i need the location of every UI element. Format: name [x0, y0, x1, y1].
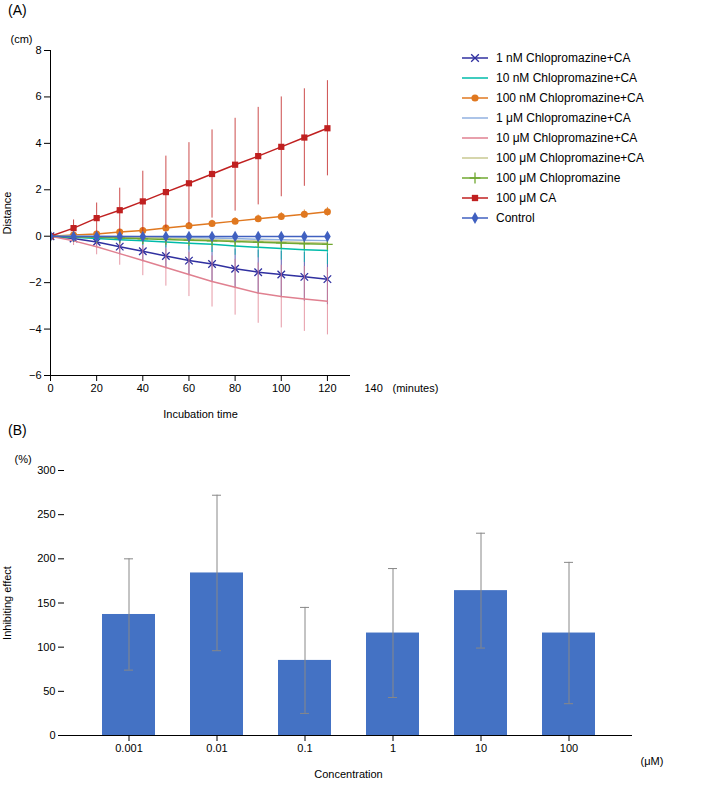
svg-text:0.001: 0.001 [115, 742, 143, 754]
svg-text:100: 100 [272, 382, 290, 394]
svg-text:−6: −6 [29, 369, 42, 381]
html-text:100 μM Chlopromazine: 100 μM Chlopromazine [496, 171, 621, 185]
svg-text:−4: −4 [29, 323, 42, 335]
svg-text:0: 0 [49, 729, 55, 741]
svg-text:Incubation time: Incubation time [163, 408, 238, 420]
svg-text:40: 40 [137, 382, 149, 394]
svg-text:150: 150 [37, 597, 55, 609]
svg-text:(μM): (μM) [641, 755, 664, 767]
svg-text:200: 200 [37, 552, 55, 564]
svg-text:−2: −2 [29, 276, 42, 288]
svg-text:50: 50 [43, 685, 55, 697]
svg-text:1: 1 [390, 742, 396, 754]
svg-text:Inhibiting effect: Inhibiting effect [1, 566, 13, 640]
svg-text:0: 0 [47, 382, 53, 394]
html-text:Control: Control [496, 211, 535, 225]
svg-text:0.01: 0.01 [206, 742, 227, 754]
svg-text:120: 120 [318, 382, 336, 394]
svg-text:6: 6 [35, 90, 41, 102]
svg-text:0.1: 0.1 [297, 742, 312, 754]
svg-text:250: 250 [37, 508, 55, 520]
svg-text:Concentration: Concentration [314, 768, 383, 780]
svg-text:4: 4 [35, 137, 41, 149]
html-text:1 μM Chlopromazine+CA: 1 μM Chlopromazine+CA [496, 111, 631, 125]
svg-text:(cm): (cm) [11, 33, 33, 45]
svg-text:2: 2 [35, 183, 41, 195]
svg-text:140: 140 [364, 382, 382, 394]
html-text:(A): (A) [8, 2, 27, 18]
svg-text:300: 300 [37, 464, 55, 476]
svg-text:80: 80 [229, 382, 241, 394]
svg-text:100: 100 [560, 742, 578, 754]
html-text:10 μM Chlopromazine+CA: 10 μM Chlopromazine+CA [496, 131, 638, 145]
svg-text:60: 60 [183, 382, 195, 394]
svg-text:8: 8 [35, 44, 41, 56]
svg-text:Distance: Distance [1, 192, 13, 235]
svg-text:0: 0 [35, 230, 41, 242]
html-text:100 μM CA: 100 μM CA [496, 191, 557, 205]
html-text:1 nM Chlopromazine+CA: 1 nM Chlopromazine+CA [496, 51, 631, 65]
html-text:100 nM Chlopromazine+CA: 100 nM Chlopromazine+CA [496, 91, 644, 105]
html-text:(B): (B) [8, 422, 27, 438]
html-text:100 μM Chlopromazine+CA: 100 μM Chlopromazine+CA [496, 151, 644, 165]
svg-text:(%): (%) [15, 453, 32, 465]
svg-text:10: 10 [475, 742, 487, 754]
svg-text:20: 20 [91, 382, 103, 394]
svg-text:(minutes): (minutes) [393, 382, 439, 394]
svg-text:100: 100 [37, 641, 55, 653]
html-text:10 nM Chlopromazine+CA: 10 nM Chlopromazine+CA [496, 71, 638, 85]
